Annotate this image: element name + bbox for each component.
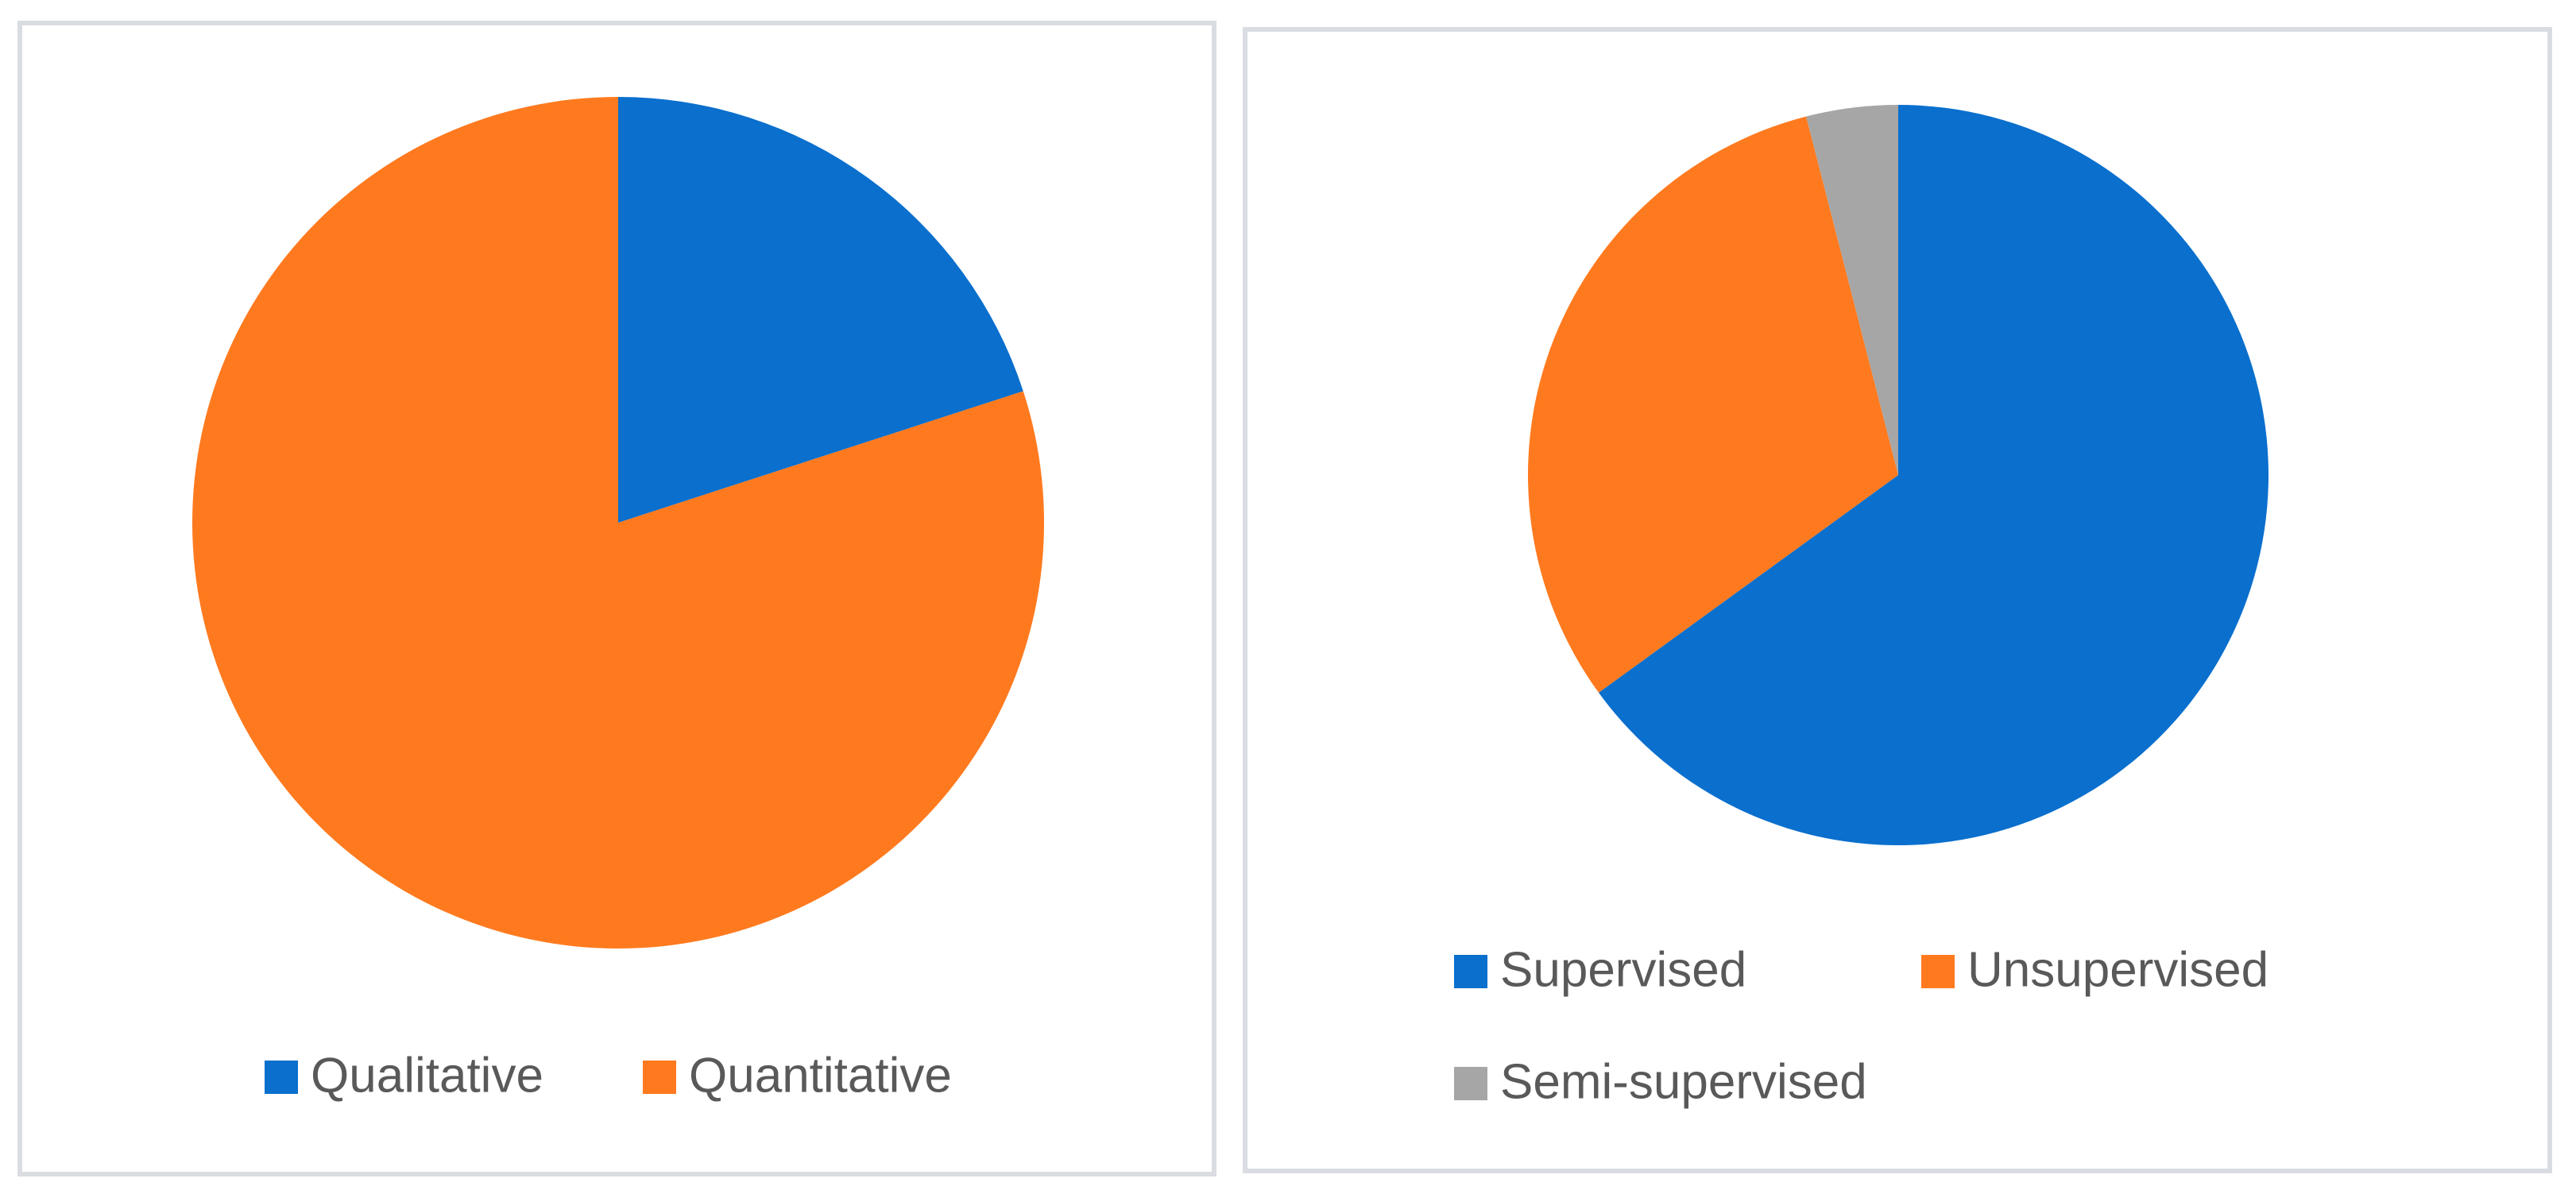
legend-swatch	[1921, 955, 1955, 988]
legend-label: Supervised	[1500, 942, 1746, 997]
pie-slice	[191, 97, 1044, 949]
legend-label: Semi-supervised	[1500, 1054, 1867, 1109]
legend-swatch	[643, 1061, 676, 1094]
pie-slice	[1528, 116, 1898, 693]
pie-slice	[1598, 105, 2269, 845]
pie-slice	[1806, 105, 1898, 475]
legend-label: Quantitative	[689, 1048, 952, 1103]
legend-swatch	[1454, 1067, 1487, 1100]
legend-label: Unsupervised	[1967, 942, 2269, 997]
legend-swatch	[1454, 955, 1487, 988]
legend-label: Qualitative	[311, 1048, 543, 1103]
pie-slice	[618, 97, 1023, 523]
legend-swatch	[265, 1061, 298, 1094]
